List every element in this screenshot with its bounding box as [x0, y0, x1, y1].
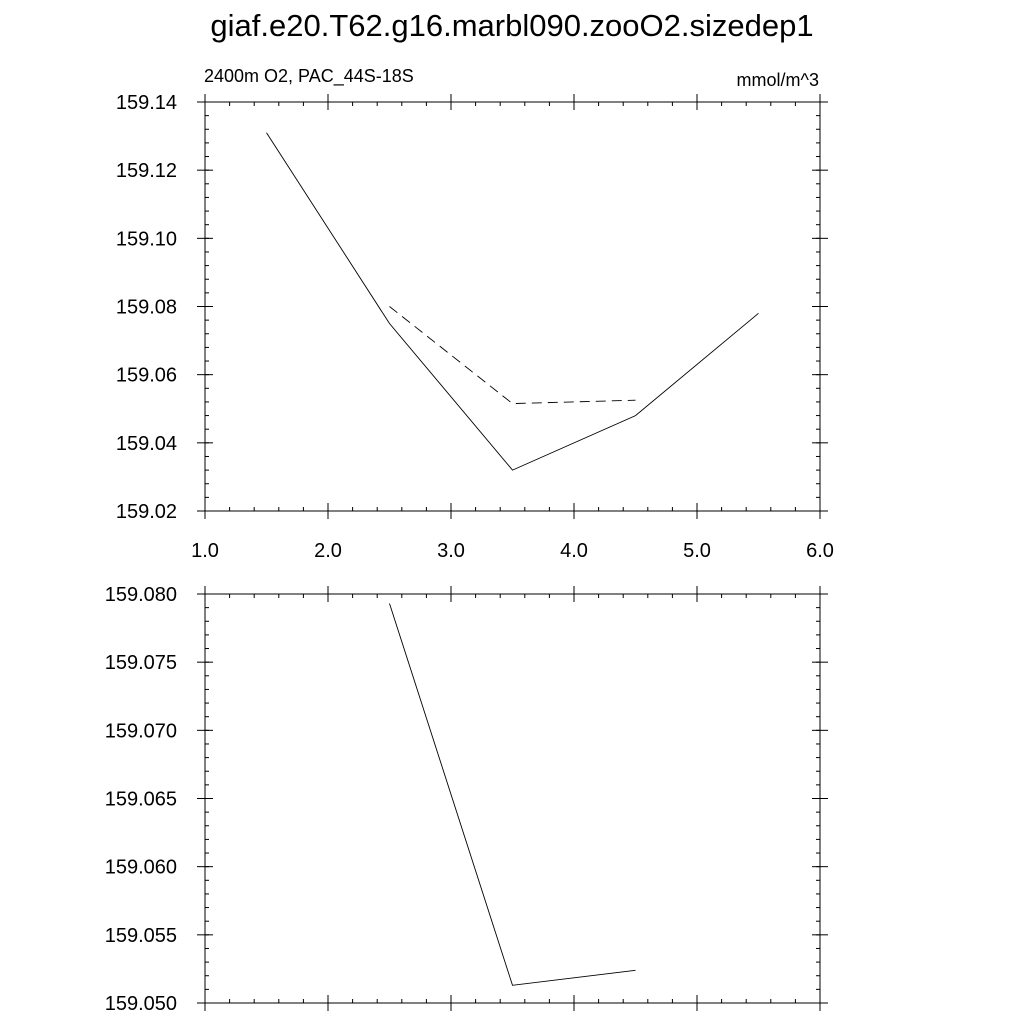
units-label: mmol/m^3 — [736, 70, 819, 90]
y-tick-label: 159.10 — [116, 228, 177, 250]
y-tick-label: 159.050 — [105, 993, 177, 1015]
series-line-dashed — [389, 306, 636, 405]
y-tick-label: 159.070 — [105, 720, 177, 742]
x-tick-label: 3.0 — [437, 540, 465, 562]
y-tick-label: 159.075 — [105, 652, 177, 674]
x-tick-label: 6.0 — [806, 540, 834, 562]
top-panel: 1.0 2.0 3.0 4.0 5.0 6.0 159.02 159.04 159.06 159.… — [116, 92, 834, 562]
figure-title: giaf.e20.T62.g16.marbl090.zooO2.sizedep1 — [210, 8, 814, 43]
x-tick-label: 2.0 — [314, 540, 342, 562]
y-tick-label: 159.02 — [116, 501, 177, 523]
plot-frame — [204, 593, 821, 1004]
y-tick-label: 159.060 — [105, 857, 177, 879]
bottom-panel: 159.050 159.055 159.060 159.065 159.070 159.0… — [105, 584, 828, 1015]
x-tick-label: 5.0 — [683, 540, 711, 562]
y-tick-label: 159.04 — [116, 433, 177, 455]
left-subtitle: 2400m O2, PAC_44S-18S — [204, 66, 414, 86]
y-tick-label: 159.080 — [105, 584, 177, 606]
x-tick-label: 4.0 — [560, 540, 588, 562]
series-line-solid — [266, 132, 759, 471]
y-tick-label: 159.12 — [116, 160, 177, 182]
series-line-solid — [389, 603, 636, 986]
y-tick-label: 159.06 — [116, 365, 177, 387]
y-tick-label: 159.065 — [105, 789, 177, 811]
y-tick-label: 159.055 — [105, 925, 177, 947]
y-tick-label: 159.08 — [116, 297, 177, 319]
y-tick-label: 159.14 — [116, 92, 177, 114]
x-tick-label: 1.0 — [191, 540, 219, 562]
plot-frame — [204, 101, 821, 512]
